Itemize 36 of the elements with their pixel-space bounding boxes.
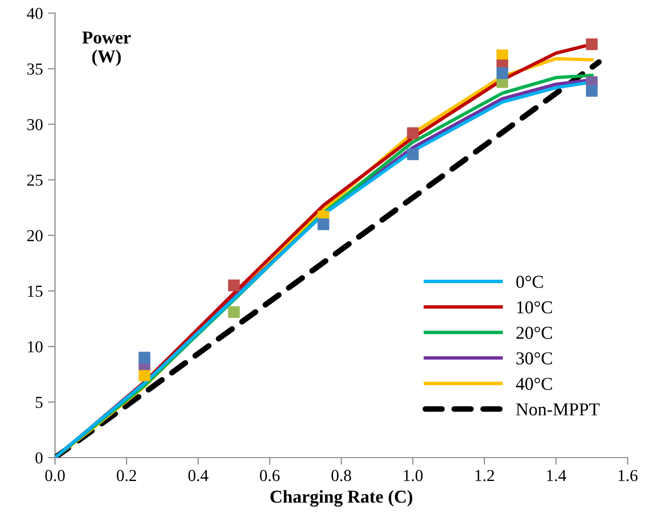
y-tick-label: 0 [35,452,43,464]
point [228,306,240,318]
legend-label: 30°C [516,352,552,364]
legend-label: 20°C [516,326,552,339]
point [586,38,598,50]
point [586,85,598,97]
legend-label: Non-MPPT [516,403,600,416]
y-tick-label: 5 [36,396,43,408]
y-tick-label: 25 [27,174,43,186]
y-axis-title: Power (W) [82,32,131,66]
y-tick-label: 35 [27,63,43,75]
y-tick-label: 30 [27,118,43,130]
y-tick-label: 15 [28,286,43,297]
legend-label: 10°C [517,301,552,314]
x-tick-label: 0.6 [260,470,280,482]
x-tick-label: 1.2 [475,470,494,482]
point [228,280,240,292]
x-tick-label: 1.4 [547,470,566,482]
point [318,218,330,230]
point [496,67,508,79]
y-tick-label: 10 [28,341,43,352]
x-tick-label: 1.6 [618,470,638,482]
legend-label: 40°C [516,378,552,390]
x-tick-label: 0.2 [116,470,136,482]
legend-label: 0°C [516,276,543,288]
y-tick-label: 40 [26,8,43,20]
point [138,370,150,382]
x-tick-label: 0.0 [45,470,65,482]
x-tick-label: 1.0 [404,470,423,482]
point [138,352,150,364]
y-tick-label: 20 [27,230,43,242]
point [407,127,419,139]
point [407,148,419,160]
x-axis-title: Charging Rate (C) [270,490,412,507]
x-tick-label: 0.4 [188,470,208,482]
x-tick-label: 0.8 [332,470,352,482]
